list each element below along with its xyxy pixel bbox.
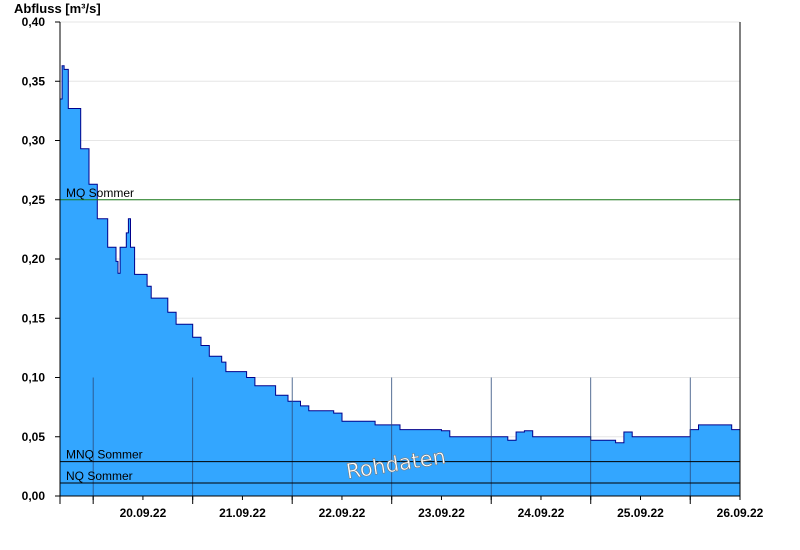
- y-tick-label: 0,25: [22, 193, 46, 207]
- y-tick-label: 0,40: [22, 15, 46, 29]
- reference-lines: MQ Sommer MNQ Sommer NQ Sommer: [60, 186, 740, 484]
- y-tick-label: 0,05: [22, 430, 46, 444]
- reference-line-label: MQ Sommer: [66, 186, 134, 200]
- y-tick-label: 0,10: [22, 371, 46, 385]
- y-tick-label: 0,30: [22, 134, 46, 148]
- reference-line-label: NQ Sommer: [66, 469, 133, 483]
- x-tick-label: 26.09.22: [717, 506, 764, 520]
- y-tick-label: 0,20: [22, 252, 46, 266]
- y-tick-label: 0,35: [22, 74, 46, 88]
- x-tick-label: 24.09.22: [518, 506, 565, 520]
- discharge-series: [60, 65, 741, 497]
- reference-line-label: MNQ Sommer: [66, 448, 143, 462]
- tick-labels: 20.09.22 21.09.22 22.09.22 23.09.22 24.09.22…: [22, 15, 764, 520]
- y-axis-label: Abfluss [m³/s]: [14, 1, 101, 16]
- x-tick-label: 23.09.22: [418, 506, 465, 520]
- discharge-area: [60, 65, 740, 497]
- x-tick-label: 20.09.22: [120, 506, 167, 520]
- y-tick-label: 0,00: [22, 489, 46, 503]
- x-tick-label: 25.09.22: [617, 506, 664, 520]
- x-tick-label: 22.09.22: [319, 506, 366, 520]
- x-tick-label: 21.09.22: [219, 506, 266, 520]
- y-tick-label: 0,15: [22, 311, 46, 325]
- day-separators: [92, 377, 691, 496]
- axes: [55, 21, 741, 504]
